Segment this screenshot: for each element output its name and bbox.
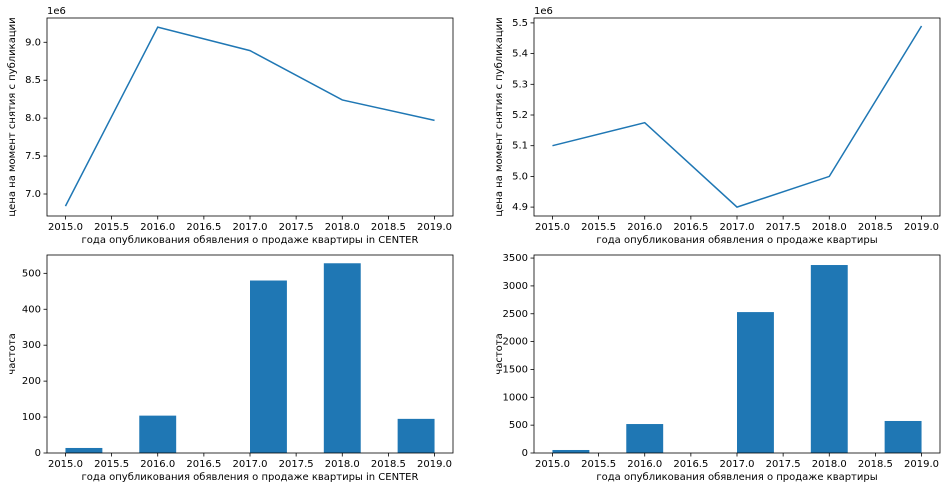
x-tick-label: 2018.5 <box>858 459 893 470</box>
y-tick-label: 300 <box>22 340 41 351</box>
x-tick-label: 2015.5 <box>581 459 616 470</box>
y-tick-label: 3000 <box>503 281 528 292</box>
x-tick-label: 2016.5 <box>186 222 221 233</box>
x-tick-label: 2017.0 <box>233 459 268 470</box>
x-tick-label: 2019.0 <box>417 222 452 233</box>
y-tick-label: 0 <box>522 448 528 459</box>
bar <box>65 447 103 453</box>
offset-label: 1e6 <box>534 6 553 17</box>
x-tick-label: 2018.5 <box>371 222 406 233</box>
x-tick-label: 2016.0 <box>627 459 662 470</box>
offset-label: 1e6 <box>47 6 66 17</box>
y-tick-label: 1000 <box>503 392 528 403</box>
y-tick-label: 1500 <box>503 364 528 375</box>
x-tick-label: 2019.0 <box>904 459 939 470</box>
y-tick-label: 7.5 <box>25 151 41 162</box>
x-axis-label: года опубликования обявления о продаже к… <box>82 472 419 483</box>
y-tick-label: 2500 <box>503 309 528 320</box>
y-axis-label: цена на момент снятия с публикации <box>7 17 18 216</box>
x-axis-label: года опубликования обявления о продаже к… <box>596 235 877 246</box>
bar <box>250 280 287 453</box>
x-tick-label: 2016.5 <box>673 459 708 470</box>
x-tick-label: 2015.0 <box>535 459 570 470</box>
x-tick-label: 2015.5 <box>94 222 129 233</box>
x-axis-label: года опубликования обявления о продаже к… <box>596 472 877 483</box>
axes-frame <box>46 17 454 217</box>
y-tick-label: 0 <box>35 448 41 459</box>
bar <box>552 449 590 453</box>
bar <box>626 424 664 453</box>
axes-frame <box>533 17 941 217</box>
x-tick-label: 2018.0 <box>812 222 847 233</box>
x-tick-label: 2015.0 <box>48 222 83 233</box>
x-tick-label: 2017.0 <box>720 459 755 470</box>
y-tick-label: 4.9 <box>512 202 528 213</box>
x-tick-label: 2018.5 <box>858 222 893 233</box>
x-tick-label: 2016.5 <box>186 459 221 470</box>
x-tick-label: 2017.5 <box>766 222 801 233</box>
y-tick-label: 400 <box>22 304 41 315</box>
y-tick-label: 8.5 <box>25 75 41 86</box>
x-tick-label: 2018.5 <box>371 459 406 470</box>
x-tick-label: 2015.0 <box>535 222 570 233</box>
y-axis-label: цена на момент снятия с публикации <box>494 17 505 216</box>
y-tick-label: 2000 <box>503 337 528 348</box>
y-tick-label: 5.4 <box>512 49 528 60</box>
x-tick-label: 2017.5 <box>766 459 801 470</box>
y-tick-label: 5.0 <box>512 171 528 182</box>
y-axis-label: частота <box>494 333 505 374</box>
x-tick-label: 2017.5 <box>279 222 314 233</box>
y-axis-label: частота <box>7 333 18 374</box>
y-tick-label: 200 <box>22 376 41 387</box>
bar <box>737 312 774 453</box>
y-tick-label: 5.3 <box>512 79 528 90</box>
x-tick-label: 2019.0 <box>904 222 939 233</box>
x-tick-label: 2017.0 <box>720 222 755 233</box>
data-line <box>64 26 435 207</box>
x-tick-label: 2016.0 <box>627 222 662 233</box>
bar <box>884 420 922 453</box>
x-tick-label: 2017.5 <box>279 459 314 470</box>
y-tick-label: 7.0 <box>25 189 41 200</box>
bar <box>323 263 361 453</box>
x-tick-label: 2018.0 <box>812 459 847 470</box>
y-tick-label: 9.0 <box>25 37 41 48</box>
x-tick-label: 2018.0 <box>325 459 360 470</box>
x-tick-label: 2019.0 <box>417 459 452 470</box>
y-tick-label: 5.5 <box>512 18 528 29</box>
x-tick-label: 2015.5 <box>581 222 616 233</box>
x-axis-label: года опубликования обявления о продаже к… <box>82 235 419 246</box>
x-tick-label: 2016.0 <box>140 222 175 233</box>
y-tick-label: 500 <box>509 420 528 431</box>
y-tick-label: 8.0 <box>25 113 41 124</box>
bar <box>139 415 177 453</box>
x-tick-label: 2015.5 <box>94 459 129 470</box>
bar <box>397 418 435 453</box>
y-tick-label: 5.1 <box>512 141 528 152</box>
x-tick-label: 2015.0 <box>48 459 83 470</box>
y-tick-label: 100 <box>22 412 41 423</box>
y-tick-label: 3500 <box>503 253 528 264</box>
x-tick-label: 2017.0 <box>233 222 268 233</box>
x-tick-label: 2016.0 <box>140 459 175 470</box>
x-tick-label: 2016.5 <box>673 222 708 233</box>
bar <box>810 265 848 453</box>
y-tick-label: 500 <box>22 268 41 279</box>
x-tick-label: 2018.0 <box>325 222 360 233</box>
y-tick-label: 5.2 <box>512 110 528 121</box>
data-line <box>552 25 923 208</box>
